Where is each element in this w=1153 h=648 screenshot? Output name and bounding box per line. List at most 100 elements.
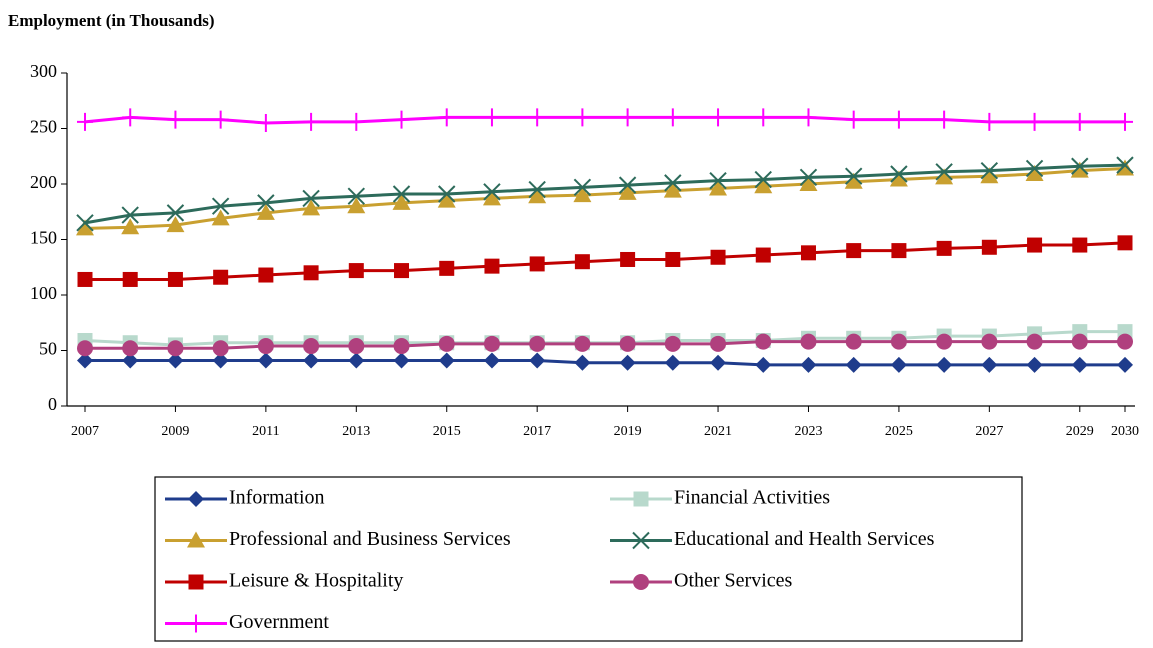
marker (483, 335, 500, 352)
marker (256, 203, 275, 220)
marker (800, 356, 817, 373)
y-tick-label: 250 (30, 117, 57, 137)
marker (981, 356, 998, 373)
marker (574, 354, 591, 371)
marker (122, 340, 139, 357)
marker (483, 352, 500, 369)
marker (167, 352, 184, 369)
marker (529, 335, 546, 352)
marker (392, 185, 411, 203)
marker (755, 356, 772, 373)
marker (76, 214, 94, 232)
marker (845, 356, 862, 373)
marker (482, 189, 501, 206)
marker (755, 333, 772, 350)
legend-box (154, 476, 1023, 642)
marker (891, 243, 907, 259)
marker (1071, 333, 1088, 350)
marker (710, 335, 727, 352)
marker (664, 354, 681, 371)
x-tick-label: 2011 (252, 424, 279, 439)
marker (529, 352, 546, 369)
marker (529, 256, 545, 272)
marker (302, 199, 321, 216)
marker (1116, 159, 1134, 176)
marker (392, 193, 411, 210)
series-line (84, 115, 1125, 125)
marker (1025, 165, 1044, 182)
marker (1025, 159, 1044, 178)
marker (121, 206, 139, 224)
series-line (84, 166, 1126, 230)
y-tick-label: 200 (30, 172, 57, 192)
legend-label: Professional and Business Services (229, 528, 511, 550)
x-tick-label: 2007 (71, 424, 99, 439)
marker (574, 254, 590, 270)
x-tick-label: 2013 (342, 424, 370, 439)
marker (484, 258, 500, 274)
marker (890, 333, 907, 350)
marker (166, 216, 185, 233)
y-tick-label: 0 (48, 394, 57, 414)
marker (1117, 112, 1133, 131)
y-tick-label: 50 (39, 339, 57, 359)
marker (483, 108, 500, 127)
x-tick-label: 2030 (1111, 424, 1139, 439)
marker (438, 352, 455, 369)
marker (573, 186, 592, 203)
legend-label: Financial Activities (674, 487, 830, 509)
y-tick-label: 300 (30, 61, 57, 81)
x-tick-label: 2021 (704, 424, 732, 439)
marker (257, 113, 274, 132)
marker (213, 269, 229, 285)
marker (889, 170, 908, 187)
marker (167, 110, 184, 129)
x-tick-label: 2027 (975, 424, 1003, 439)
marker (1070, 161, 1089, 178)
marker (166, 204, 185, 222)
marker (303, 112, 320, 131)
marker (619, 108, 636, 127)
marker (167, 271, 183, 287)
marker (1026, 333, 1043, 350)
marker (709, 171, 727, 190)
marker (844, 172, 863, 189)
marker (936, 240, 952, 256)
marker (1116, 156, 1134, 174)
marker (348, 352, 365, 369)
marker (710, 249, 726, 265)
marker (1117, 333, 1133, 350)
legend-label: Other Services (674, 570, 793, 592)
x-tick-label: 2023 (794, 424, 822, 439)
marker (1026, 112, 1043, 131)
marker (1117, 235, 1133, 251)
marker (573, 178, 592, 197)
marker (618, 176, 637, 194)
marker (755, 247, 771, 263)
marker (303, 352, 320, 369)
marker (347, 187, 366, 205)
marker (438, 335, 455, 352)
marker (122, 108, 139, 127)
marker (981, 112, 998, 131)
y-tick-label: 150 (30, 228, 57, 248)
marker (574, 335, 591, 352)
marker (302, 189, 320, 208)
marker (393, 352, 410, 369)
marker (632, 531, 650, 550)
marker (188, 614, 204, 633)
marker (1027, 237, 1043, 253)
marker (211, 197, 230, 215)
marker (121, 218, 140, 235)
marker (439, 260, 455, 276)
marker (438, 185, 456, 203)
marker (844, 167, 863, 185)
x-tick-label: 2017 (523, 424, 551, 439)
marker (212, 340, 229, 357)
marker (258, 267, 274, 283)
marker (303, 265, 319, 281)
marker (257, 194, 275, 212)
marker (393, 110, 410, 129)
legend-label: Information (229, 487, 325, 509)
